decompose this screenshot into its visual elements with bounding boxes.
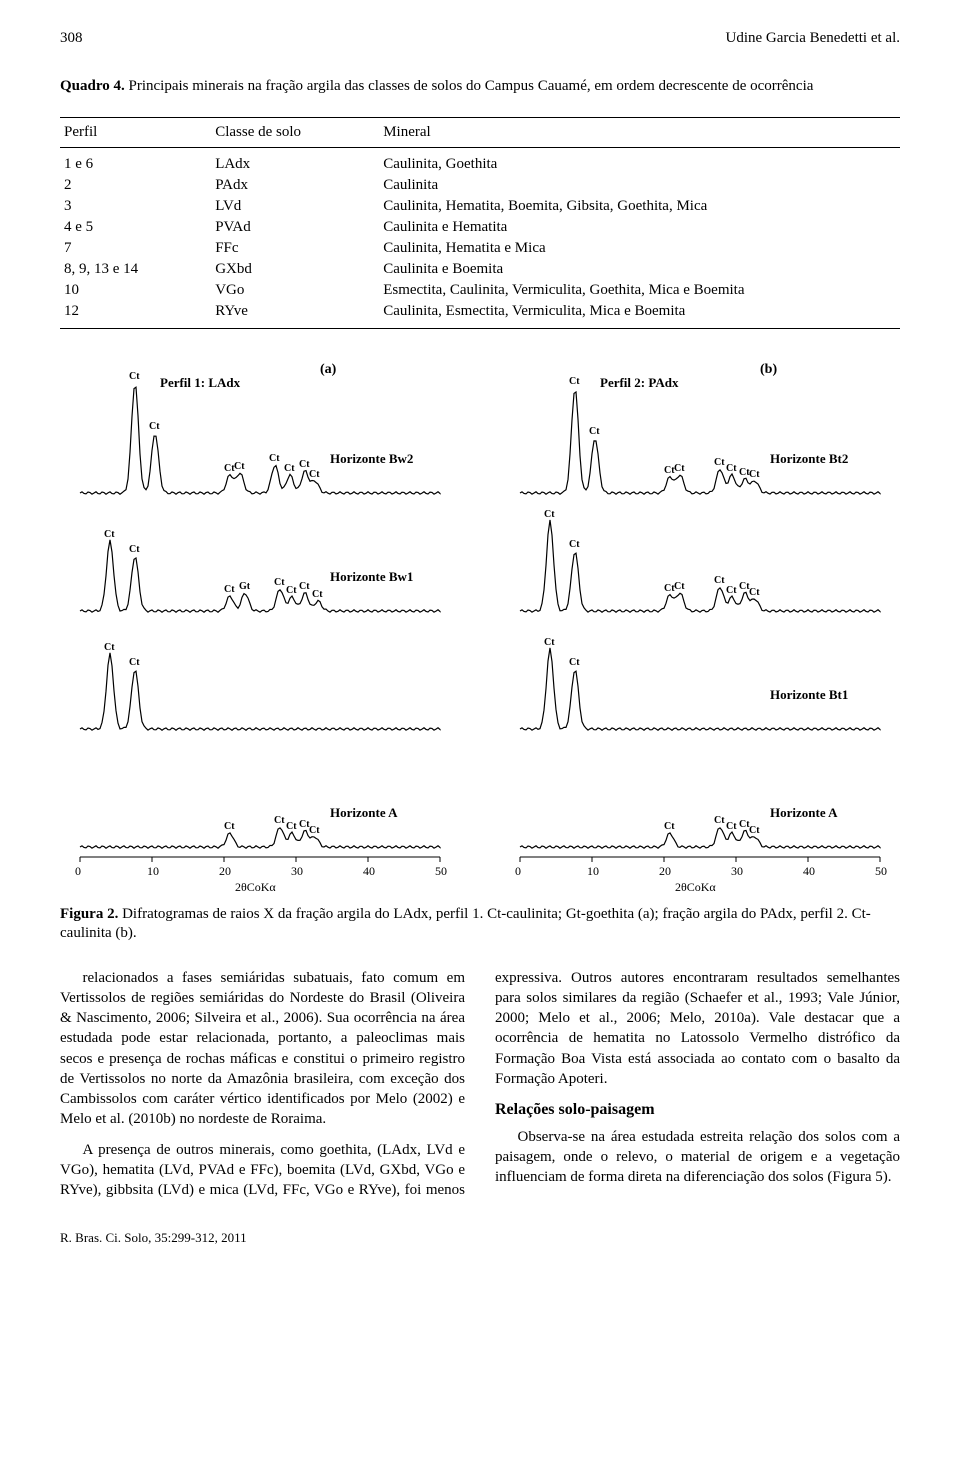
svg-text:(b): (b) (760, 362, 777, 377)
svg-text:Ct: Ct (309, 825, 320, 836)
page-number: 308 (60, 30, 83, 47)
svg-text:30: 30 (731, 864, 743, 878)
svg-text:Ct: Ct (664, 821, 675, 832)
svg-text:Ct: Ct (269, 453, 280, 464)
svg-text:20: 20 (659, 864, 671, 878)
table-label: Quadro 4. (60, 78, 125, 94)
table-header-row: Perfil Classe de solo Mineral (60, 117, 900, 147)
svg-text:Ct: Ct (274, 577, 285, 588)
xrd-panel-a: (a)Perfil 1: LAdxHorizonte Bw2CtCtCtCtCt… (60, 355, 460, 897)
svg-text:Ct: Ct (286, 585, 297, 596)
svg-text:2θCoKα: 2θCoKα (235, 880, 276, 894)
svg-text:50: 50 (435, 864, 447, 878)
table-row: 3LVdCaulinita, Hematita, Boemita, Gibsit… (60, 196, 900, 217)
table-title: Principais minerais na fração argila das… (125, 78, 814, 94)
svg-text:Ct: Ct (129, 371, 140, 382)
svg-text:Horizonte Bw1: Horizonte Bw1 (330, 569, 413, 584)
running-author: Udine Garcia Benedetti et al. (725, 30, 900, 47)
svg-text:Ct: Ct (104, 642, 115, 653)
col-mineral: Mineral (379, 117, 900, 147)
svg-text:0: 0 (75, 864, 81, 878)
svg-text:10: 10 (587, 864, 599, 878)
svg-text:20: 20 (219, 864, 231, 878)
table-row: 10VGoEsmectita, Caulinita, Vermiculita, … (60, 280, 900, 301)
table-row: 1 e 6LAdxCaulinita, Goethita (60, 147, 900, 175)
svg-text:50: 50 (875, 864, 887, 878)
body-columns: relacionados a fases semiáridas subatuai… (60, 968, 900, 1201)
col-perfil: Perfil (60, 117, 211, 147)
svg-text:Ct: Ct (286, 821, 297, 832)
svg-text:Ct: Ct (714, 575, 725, 586)
svg-text:Gt: Gt (239, 581, 251, 592)
figure-label: Figura 2. (60, 906, 118, 922)
body-p3: Observa-se na área estudada estreita rel… (495, 1127, 900, 1188)
running-header: 308 Udine Garcia Benedetti et al. (60, 30, 900, 47)
svg-text:Horizonte A: Horizonte A (770, 805, 838, 820)
svg-text:Perfil 2: PAdx: Perfil 2: PAdx (600, 375, 679, 390)
svg-text:Ct: Ct (129, 544, 140, 555)
svg-text:Ct: Ct (749, 469, 760, 480)
svg-text:Ct: Ct (726, 821, 737, 832)
svg-text:Ct: Ct (299, 581, 310, 592)
svg-text:Ct: Ct (309, 469, 320, 480)
body-p1: relacionados a fases semiáridas subatuai… (60, 968, 465, 1130)
svg-text:Ct: Ct (569, 376, 580, 387)
svg-text:Ct: Ct (544, 637, 555, 648)
table-caption: Quadro 4. Principais minerais na fração … (60, 77, 900, 97)
svg-text:Ct: Ct (569, 539, 580, 550)
xrd-panel-b: (b)Perfil 2: PAdxHorizonte Bt2CtCtCtCtCt… (500, 355, 900, 897)
svg-text:Ct: Ct (274, 815, 285, 826)
svg-text:Ct: Ct (714, 815, 725, 826)
svg-text:Ct: Ct (674, 581, 685, 592)
figure-caption-text: Difratogramas de raios X da fração argil… (60, 906, 871, 942)
svg-text:40: 40 (803, 864, 815, 878)
svg-text:Ct: Ct (224, 821, 235, 832)
svg-text:Horizonte A: Horizonte A (330, 805, 398, 820)
minerals-table: Perfil Classe de solo Mineral 1 e 6LAdxC… (60, 117, 900, 329)
figure-2: (a)Perfil 1: LAdxHorizonte Bw2CtCtCtCtCt… (60, 355, 900, 897)
svg-text:40: 40 (363, 864, 375, 878)
svg-text:Ct: Ct (569, 657, 580, 668)
svg-text:Ct: Ct (149, 421, 160, 432)
svg-text:Ct: Ct (589, 426, 600, 437)
svg-text:Ct: Ct (224, 584, 235, 595)
svg-text:Perfil 1: LAdx: Perfil 1: LAdx (160, 375, 241, 390)
svg-text:2θCoKα: 2θCoKα (675, 880, 716, 894)
svg-text:Ct: Ct (312, 589, 323, 600)
body-h3: Relações solo-paisagem (495, 1099, 900, 1121)
svg-text:Ct: Ct (726, 463, 737, 474)
svg-text:Ct: Ct (234, 461, 245, 472)
svg-text:10: 10 (147, 864, 159, 878)
svg-text:Ct: Ct (714, 457, 725, 468)
table-row: 7FFcCaulinita, Hematita e Mica (60, 238, 900, 259)
table-row: 4 e 5PVAdCaulinita e Hematita (60, 217, 900, 238)
svg-text:Ct: Ct (749, 825, 760, 836)
table-row: 2PAdxCaulinita (60, 175, 900, 196)
table-row: 12RYveCaulinita, Esmectita, Vermiculita,… (60, 301, 900, 329)
footer-reference: R. Bras. Ci. Solo, 35:299-312, 2011 (60, 1230, 900, 1246)
table-row: 8, 9, 13 e 14GXbdCaulinita e Boemita (60, 259, 900, 280)
svg-text:Horizonte Bw2: Horizonte Bw2 (330, 451, 413, 466)
svg-text:Ct: Ct (129, 657, 140, 668)
svg-text:Ct: Ct (674, 463, 685, 474)
svg-text:Horizonte Bt1: Horizonte Bt1 (770, 687, 848, 702)
svg-text:Ct: Ct (104, 529, 115, 540)
svg-text:Ct: Ct (544, 509, 555, 520)
svg-text:0: 0 (515, 864, 521, 878)
svg-text:Ct: Ct (749, 587, 760, 598)
col-classe: Classe de solo (211, 117, 379, 147)
svg-text:(a): (a) (320, 362, 337, 377)
svg-text:Horizonte Bt2: Horizonte Bt2 (770, 451, 848, 466)
svg-text:30: 30 (291, 864, 303, 878)
figure-caption: Figura 2. Difratogramas de raios X da fr… (60, 905, 900, 944)
svg-text:Ct: Ct (284, 463, 295, 474)
svg-text:Ct: Ct (726, 585, 737, 596)
